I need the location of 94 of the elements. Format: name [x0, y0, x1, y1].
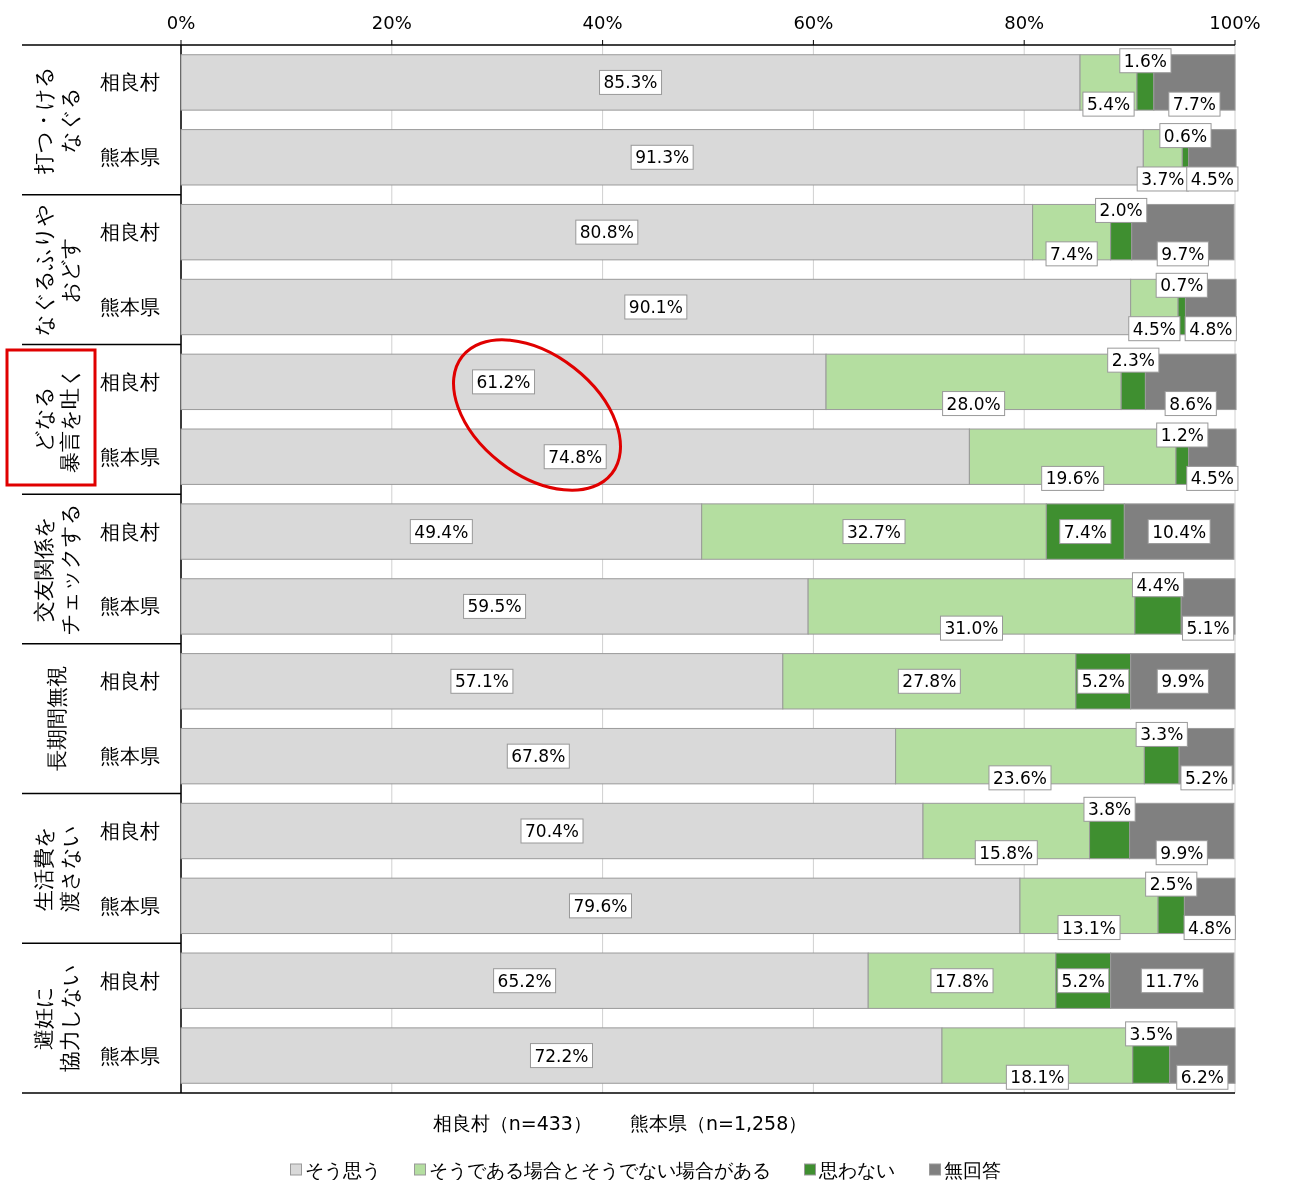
- legend-label: そう思う: [304, 1159, 381, 1180]
- data-label: 4.5%: [1190, 168, 1234, 189]
- y-tick-label: 相良村: [100, 220, 160, 245]
- x-tick-label: 0%: [166, 12, 196, 33]
- data-label: 80.8%: [579, 222, 634, 243]
- data-label: 5.2%: [1081, 671, 1125, 692]
- y-tick-label: 相良村: [100, 369, 160, 394]
- data-label: 2.0%: [1099, 200, 1143, 221]
- legend-label: 無回答: [943, 1159, 1001, 1180]
- y-tick-label: 相良村: [100, 819, 160, 843]
- text: 避妊に: [32, 986, 56, 1051]
- data-label: 74.8%: [548, 446, 603, 467]
- y-tick-label: 熊本県: [100, 145, 160, 170]
- data-label: 11.7%: [1145, 970, 1200, 991]
- data-label: 32.7%: [847, 521, 902, 542]
- data-label: 27.8%: [902, 671, 957, 692]
- data-label: 5.2%: [1184, 767, 1229, 788]
- text: どなる: [32, 386, 56, 453]
- data-label: 2.5%: [1149, 874, 1193, 895]
- data-label: 0.6%: [1163, 125, 1208, 146]
- y-tick-label: 熊本県: [100, 1043, 160, 1068]
- legend-label: そうである場合とそうでない場合がある: [428, 1159, 771, 1180]
- y-tick-label: 熊本県: [100, 594, 160, 619]
- text: おどす: [58, 236, 82, 303]
- x-tick-label: 100%: [1209, 12, 1261, 33]
- data-label: 79.6%: [573, 895, 628, 916]
- x-tick-label: 80%: [1004, 12, 1045, 33]
- data-label: 1.2%: [1160, 425, 1204, 446]
- y-tick-label: 相良村: [100, 70, 160, 95]
- y-tick-label: 熊本県: [100, 893, 160, 918]
- data-label: 0.7%: [1160, 275, 1204, 296]
- data-label: 31.0%: [944, 618, 999, 639]
- y-tick-label: 熊本県: [100, 295, 160, 319]
- data-label: 4.8%: [1189, 318, 1233, 339]
- legend-label: 思わない: [817, 1159, 895, 1180]
- text: 交友関係を: [32, 516, 56, 622]
- data-label: 7.4%: [1050, 243, 1094, 264]
- data-label: 1.6%: [1123, 50, 1168, 71]
- data-label: 6.2%: [1180, 1067, 1224, 1088]
- y-tick-label: 相良村: [100, 519, 160, 544]
- data-label: 9.9%: [1161, 671, 1205, 692]
- data-label: 72.2%: [534, 1045, 589, 1066]
- data-label: 4.8%: [1188, 917, 1232, 938]
- text: 打つ・ける: [32, 65, 56, 175]
- data-label: 65.2%: [497, 970, 552, 991]
- data-label: 85.3%: [603, 72, 658, 93]
- data-label: 17.8%: [935, 970, 990, 991]
- y-tick-label: 相良村: [100, 968, 160, 993]
- data-label: 7.7%: [1172, 94, 1217, 115]
- data-label: 61.2%: [476, 371, 531, 392]
- data-label: 70.4%: [525, 821, 580, 841]
- data-label: 8.6%: [1169, 393, 1213, 414]
- data-label: 4.5%: [1190, 468, 1234, 489]
- data-label: 10.4%: [1152, 521, 1207, 542]
- data-label: 5.4%: [1086, 94, 1131, 115]
- text: 協力しない: [58, 964, 82, 1073]
- data-label: 57.1%: [454, 671, 509, 692]
- x-tick-label: 20%: [371, 12, 412, 33]
- data-label: 49.4%: [414, 521, 469, 542]
- data-label: 28.0%: [946, 393, 1001, 414]
- data-label: 18.1%: [1010, 1067, 1065, 1088]
- data-label: 23.6%: [992, 767, 1047, 788]
- data-label: 59.5%: [467, 596, 522, 617]
- data-label: 5.2%: [1061, 970, 1105, 991]
- data-label: 90.1%: [628, 297, 683, 317]
- text: 長期間無視: [45, 666, 69, 772]
- data-label: 19.6%: [1045, 468, 1100, 489]
- x-tick-label: 40%: [582, 12, 623, 33]
- data-label: 3.7%: [1141, 168, 1185, 189]
- text: 渡さない: [58, 824, 82, 912]
- data-label: 9.7%: [1161, 243, 1205, 264]
- data-label: 4.4%: [1136, 574, 1180, 595]
- data-label: 2.3%: [1111, 350, 1155, 371]
- data-label: 67.8%: [511, 746, 566, 767]
- y-tick-label: 熊本県: [100, 444, 160, 469]
- text: なぐるふりや: [32, 203, 56, 336]
- data-label: 91.3%: [635, 147, 690, 168]
- data-label: 13.1%: [1062, 917, 1117, 938]
- data-label: 3.8%: [1087, 799, 1132, 820]
- text: 暴言を吐く: [58, 365, 82, 473]
- data-label: 5.1%: [1186, 618, 1230, 639]
- data-label: 7.4%: [1063, 521, 1107, 542]
- data-label: 15.8%: [979, 842, 1034, 863]
- data-label: 4.5%: [1132, 318, 1176, 339]
- text: 相良村（n=433） 熊本県（n=1,258）: [432, 1112, 808, 1134]
- text: チェックする: [58, 503, 82, 635]
- text: 生活費を: [32, 825, 56, 911]
- data-label: 9.9%: [1160, 842, 1204, 863]
- x-tick-label: 60%: [793, 12, 834, 33]
- data-label: 3.5%: [1129, 1023, 1173, 1044]
- y-tick-label: 相良村: [100, 669, 160, 694]
- y-tick-label: 熊本県: [100, 744, 160, 769]
- data-label: 3.3%: [1140, 724, 1184, 745]
- text: なぐる: [58, 86, 82, 153]
